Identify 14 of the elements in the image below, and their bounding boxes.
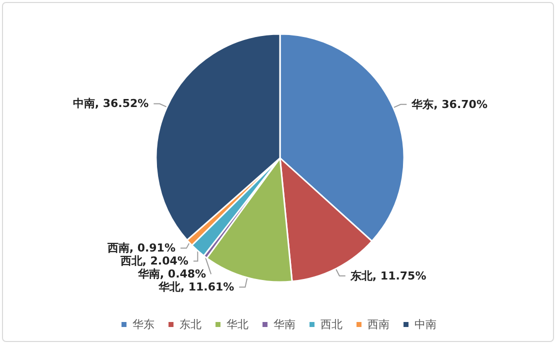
legend-label: 华南 bbox=[274, 318, 296, 331]
data-label: 华北, 11.61% bbox=[157, 280, 234, 294]
legend-label: 西南 bbox=[368, 318, 390, 331]
data-label: 西北, 2.04% bbox=[119, 254, 188, 268]
legend-label: 东北 bbox=[180, 318, 202, 331]
data-label: 西南, 0.91% bbox=[106, 242, 176, 255]
legend-label: 西北 bbox=[320, 318, 342, 331]
data-label: 东北, 11.75% bbox=[349, 269, 426, 282]
data-label: 中南, 36.52% bbox=[72, 97, 149, 110]
data-label: 华东, 36.70% bbox=[410, 98, 488, 111]
legend-label: 中南 bbox=[414, 318, 436, 331]
data-label: 华南, 0.48% bbox=[136, 268, 206, 281]
legend-label: 华北 bbox=[226, 318, 248, 331]
legend-label: 华东 bbox=[132, 318, 154, 331]
